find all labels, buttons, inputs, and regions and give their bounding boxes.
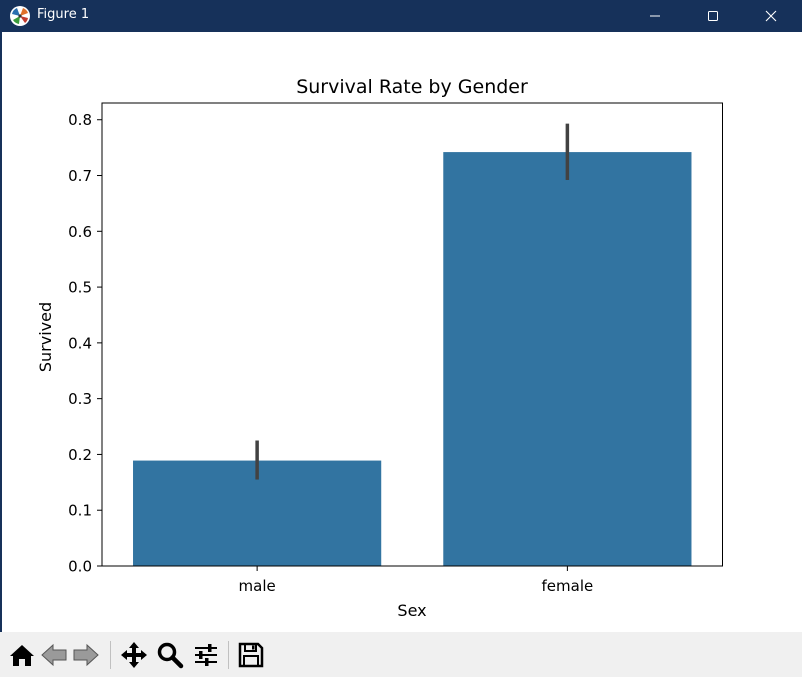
close-icon xyxy=(765,10,777,22)
forward-button[interactable] xyxy=(72,641,100,669)
y-tick-label: 0.4 xyxy=(68,334,92,352)
forward-arrow-icon xyxy=(73,643,99,667)
bar-chart: Survival Rate by Gender Sex Survived mal… xyxy=(36,76,723,620)
save-button[interactable] xyxy=(237,641,265,669)
y-tick-label: 0.8 xyxy=(68,111,92,129)
chart-title: Survival Rate by Gender xyxy=(296,76,528,98)
x-axis-label: Sex xyxy=(397,601,426,620)
y-tick-label: 0.1 xyxy=(68,502,92,520)
zoom-magnifier-icon xyxy=(157,642,184,669)
bar-female xyxy=(443,152,692,566)
home-button[interactable] xyxy=(8,641,36,669)
pan-move-icon xyxy=(121,642,147,668)
toolbar-separator xyxy=(110,641,111,669)
window-titlebar: Figure 1 xyxy=(0,0,802,32)
maximize-icon xyxy=(708,11,718,21)
save-floppy-icon xyxy=(238,642,264,668)
window-frame-edge xyxy=(0,32,2,632)
y-axis-label: Survived xyxy=(36,302,55,372)
navigation-toolbar xyxy=(0,632,802,677)
minimize-button[interactable] xyxy=(632,0,678,32)
x-tick-label: male xyxy=(239,577,276,595)
y-tick-label: 0.6 xyxy=(68,223,92,241)
y-tick-label: 0.0 xyxy=(68,558,92,576)
y-tick-label: 0.2 xyxy=(68,446,92,464)
maximize-button[interactable] xyxy=(690,0,736,32)
back-button[interactable] xyxy=(40,641,68,669)
axes-frame xyxy=(101,102,723,567)
pan-button[interactable] xyxy=(120,641,148,669)
back-arrow-icon xyxy=(41,643,67,667)
y-tick-label: 0.7 xyxy=(68,167,92,185)
close-button[interactable] xyxy=(748,0,794,32)
configure-subplots-button[interactable] xyxy=(192,641,220,669)
x-tick-label: female xyxy=(542,577,594,595)
window-title: Figure 1 xyxy=(37,7,90,22)
matplotlib-logo-icon xyxy=(10,6,30,26)
y-tick-label: 0.5 xyxy=(68,279,92,297)
home-icon xyxy=(10,645,34,666)
configure-subplots-icon xyxy=(195,644,217,666)
minimize-icon xyxy=(650,15,660,17)
y-tick-label: 0.3 xyxy=(68,390,92,408)
toolbar-separator xyxy=(228,641,229,669)
zoom-button[interactable] xyxy=(156,641,184,669)
